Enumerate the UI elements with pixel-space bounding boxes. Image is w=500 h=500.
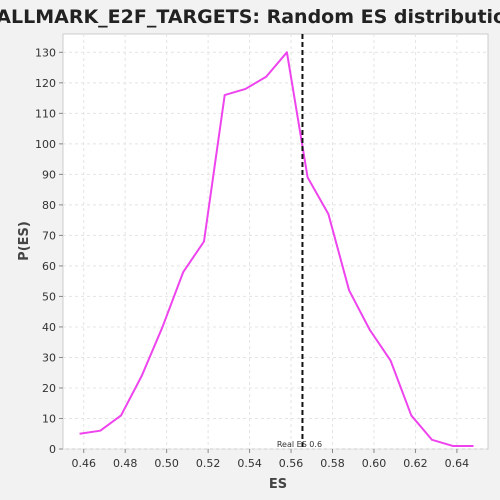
y-tick-label: 110 (35, 107, 56, 120)
y-tick-label: 50 (42, 290, 56, 303)
x-tick-label: 0.50 (154, 457, 179, 470)
y-tick-label: 20 (42, 382, 56, 395)
plot-area (62, 33, 489, 450)
x-tick-label: 0.48 (113, 457, 138, 470)
x-tick-label: 0.46 (71, 457, 96, 470)
y-tick-label: 0 (49, 443, 56, 456)
y-tick-label: 100 (35, 138, 56, 151)
y-axis: 0 10 20 30 40 50 60 70 80 90 100 110 120 130 (35, 46, 63, 456)
y-tick-label: 90 (42, 168, 56, 181)
x-tick-label: 0.52 (196, 457, 221, 470)
real-es-label: Real ES 0.6 (277, 440, 322, 449)
x-tick-label: 0.64 (445, 457, 470, 470)
x-axis: 0.46 0.48 0.50 0.52 0.54 0.56 0.58 0.60 0.62 0.64 (71, 449, 469, 470)
x-axis-label: ES (269, 477, 287, 492)
x-tick-label: 0.54 (237, 457, 262, 470)
series-group (79, 51, 474, 447)
y-tick-label: 10 (42, 412, 56, 425)
x-tick-label: 0.56 (279, 457, 304, 470)
y-tick-label: 130 (35, 46, 56, 59)
grid-lines (63, 34, 488, 450)
y-axis-label: P(ES) (17, 221, 32, 261)
x-tick-label: 0.58 (320, 457, 345, 470)
y-tick-label: 120 (35, 77, 56, 90)
y-tick-label: 70 (42, 229, 56, 242)
x-tick-label: 0.62 (403, 457, 428, 470)
reference-group: Real ES 0.6 (277, 34, 322, 449)
y-tick-label: 60 (42, 260, 56, 273)
x-tick-label: 0.60 (362, 457, 387, 470)
y-tick-label: 80 (42, 199, 56, 212)
chart-title: HALLMARK_E2F_TARGETS: Random ES distribu… (0, 6, 500, 28)
y-tick-label: 40 (42, 321, 56, 334)
y-tick-label: 30 (42, 351, 56, 364)
series-line (79, 51, 474, 447)
